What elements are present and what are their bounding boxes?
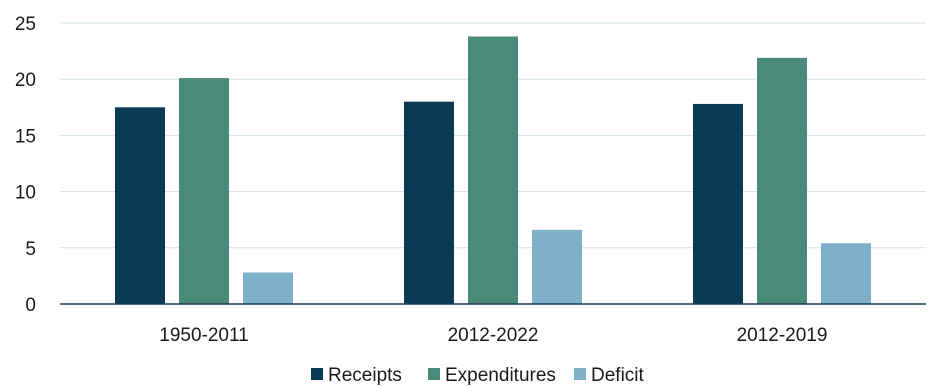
- legend-label-deficit: Deficit: [591, 365, 645, 386]
- legend-label-expenditures: Expenditures: [445, 365, 556, 386]
- bars-group: [115, 36, 871, 305]
- x-tick-label: 2012-2019: [737, 325, 828, 346]
- bar-expenditures-2012-2019: [757, 57, 807, 305]
- x-axis: 1950-2011 2012-2022 2012-2019: [159, 325, 827, 346]
- y-axis: 0 5 10 15 20 25: [15, 14, 36, 316]
- y-tick-label: 20: [15, 70, 36, 91]
- bar-expenditures-2012-2022: [468, 36, 518, 304]
- legend-swatch-expenditures: [428, 368, 440, 380]
- y-tick-label: 5: [25, 239, 36, 260]
- legend-swatch-receipts: [311, 368, 323, 380]
- x-tick-label: 1950-2011: [159, 325, 248, 346]
- bar-deficit-2012-2022: [532, 229, 582, 304]
- legend-label-receipts: Receipts: [328, 365, 402, 386]
- bar-deficit-1950-2011: [243, 272, 293, 304]
- legend-swatch-deficit: [574, 368, 586, 380]
- x-tick-label: 2012-2022: [448, 325, 539, 346]
- y-tick-label: 0: [25, 295, 36, 316]
- y-tick-label: 10: [15, 183, 36, 204]
- bar-receipts-1950-2011: [115, 107, 165, 304]
- y-tick-label: 15: [15, 126, 36, 147]
- legend: Receipts Expenditures Deficit: [311, 365, 645, 386]
- y-tick-label: 25: [15, 14, 36, 35]
- bar-receipts-2012-2022: [404, 101, 454, 305]
- bar-receipts-2012-2019: [693, 103, 743, 304]
- bar-deficit-2012-2019: [821, 243, 871, 304]
- bar-expenditures-1950-2011: [179, 78, 229, 305]
